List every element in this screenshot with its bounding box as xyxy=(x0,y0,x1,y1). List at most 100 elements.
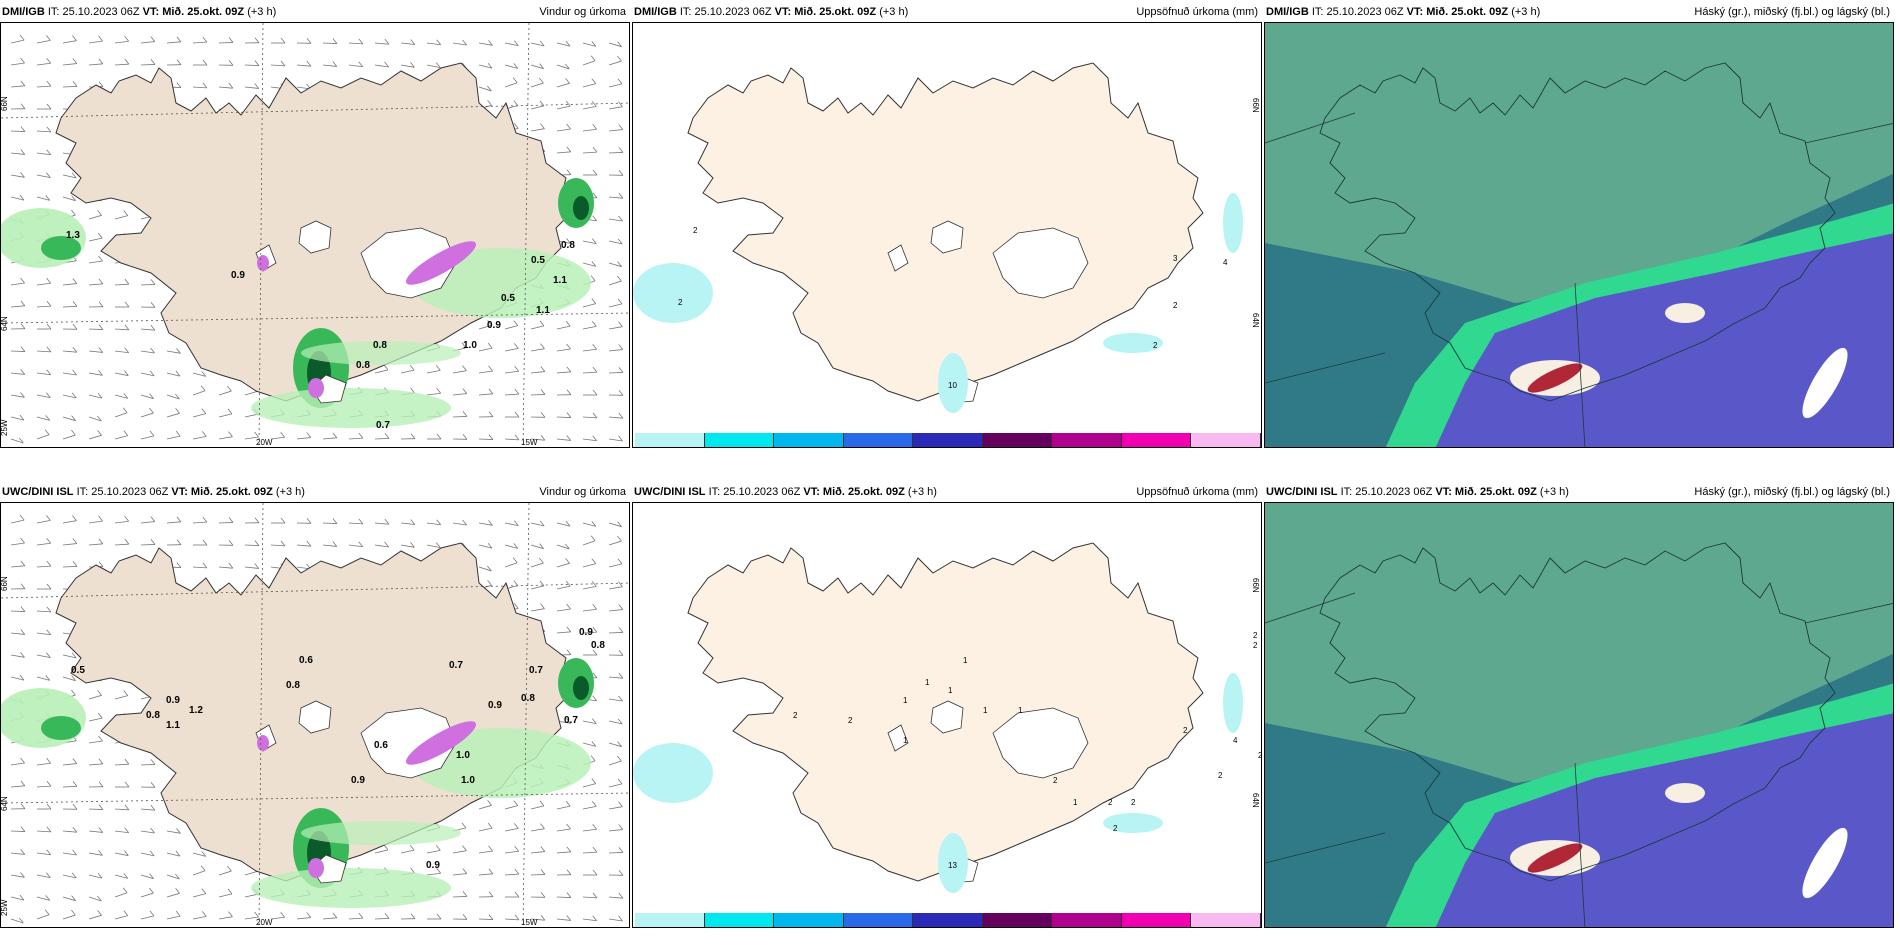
precip-value-label: 1 xyxy=(1018,706,1023,715)
precip-value-label: 1 xyxy=(948,686,953,695)
product-title: Vindur og úrkoma xyxy=(539,486,626,498)
panel-header: UWC/DINI ISL IT: 25.10.2023 06Z VT: Mið.… xyxy=(632,480,1262,502)
lat-tick-label: 66N xyxy=(1251,578,1260,593)
colorbar-swatch xyxy=(913,913,983,927)
model-name: UWC/DINI ISL xyxy=(634,486,706,498)
precip-value-label: 0.8 xyxy=(373,340,387,351)
precip-value-label: 0.6 xyxy=(374,740,388,751)
colorbar-swatch xyxy=(1052,913,1122,927)
lon-tick-label: 20W xyxy=(256,438,273,447)
valid-time-label: VT: xyxy=(171,486,188,498)
precip-colorbar: 110255075100150200400 xyxy=(635,913,1261,927)
precip-value-label: 1.0 xyxy=(463,340,477,351)
colorbar-swatch xyxy=(843,433,914,447)
precip-value-label: 0.7 xyxy=(449,660,463,671)
run-info: DMI/IGB IT: 25.10.2023 06Z VT: Mið. 25.o… xyxy=(634,6,908,18)
colorbar-swatch xyxy=(774,913,844,927)
lead-time: (+3 h) xyxy=(1511,6,1541,18)
precip-value-label: 1 xyxy=(925,678,930,687)
precip-value-label: 2 xyxy=(1258,751,1262,760)
lat-tick-label: 64N xyxy=(1,316,9,331)
lat-tick-label: 66N xyxy=(1,96,9,111)
colorbar-swatch xyxy=(1121,433,1192,447)
map-canvas: 221111122112422212221366N64N110255075100… xyxy=(632,502,1262,928)
precip-value-label: 0.8 xyxy=(591,640,605,651)
map-svg xyxy=(1265,503,1893,927)
lon-tick-label: 15W xyxy=(521,918,538,927)
run-info: DMI/IGB IT: 25.10.2023 06Z VT: Mið. 25.o… xyxy=(2,6,276,18)
colorbar-swatch xyxy=(1191,913,1261,927)
precip-value-label: 1.1 xyxy=(166,720,180,731)
colorbar-swatch xyxy=(704,433,775,447)
product-title: Uppsöfnuð úrkoma (mm) xyxy=(1136,6,1258,18)
precip-value-label: 0.5 xyxy=(71,665,85,676)
map-canvas xyxy=(1264,22,1894,448)
precip-value-label: 2 xyxy=(1108,798,1113,807)
map-svg: 0.5 0.9 0.8 1.1 1.2 0.6 0.8 0.7 0.9 1.0 1.0 0.6 0.9 0… xyxy=(1,503,629,927)
lead-time: (+3 h) xyxy=(1539,486,1569,498)
init-time: IT: 25.10.2023 06Z xyxy=(76,486,169,498)
precip-value-label: 1.0 xyxy=(456,750,470,761)
precip-value-label: 2 xyxy=(1173,301,1178,310)
model-name: DMI/IGB xyxy=(2,6,45,18)
colorbar-swatch xyxy=(843,913,914,927)
precip-value-label: 0.9 xyxy=(231,270,245,281)
precip-value-label: 1 xyxy=(1073,798,1078,807)
colorbar-swatch xyxy=(913,433,983,447)
lon-tick-label: 20W xyxy=(256,918,273,927)
panel-header: DMI/IGB IT: 25.10.2023 06Z VT: Mið. 25.o… xyxy=(1264,0,1894,22)
precip-value-label: 3 xyxy=(1173,254,1178,263)
init-time: IT: 25.10.2023 06Z xyxy=(1340,486,1433,498)
precip-value-label: 1.3 xyxy=(66,230,80,241)
model-name: UWC/DINI ISL xyxy=(1266,486,1338,498)
precip-value-label: 0.8 xyxy=(561,240,575,251)
precip-value-label: 2 xyxy=(1053,776,1058,785)
precip-value-label: 0.5 xyxy=(531,255,545,266)
precip-value-label: 0.8 xyxy=(356,360,370,371)
valid-time: Mið. 25.okt. 09Z xyxy=(1454,486,1537,498)
precip-value-label: 2 xyxy=(1131,798,1136,807)
precip-value-label: 0.9 xyxy=(426,860,440,871)
init-time: IT: 25.10.2023 06Z xyxy=(1311,6,1404,18)
precip-value-label: 2 xyxy=(1253,641,1258,650)
lat-tick-label: 66N xyxy=(1251,98,1260,113)
precip-value-label: 0.8 xyxy=(521,693,535,704)
colorbar-swatch xyxy=(774,433,844,447)
map-svg: 0.50.81.10.51.10.91.00.80.80.71.30.966N6… xyxy=(1,23,629,447)
precip-value-label: 0.7 xyxy=(529,665,543,676)
precip-value-label: 0.6 xyxy=(299,655,313,666)
map-svg: 2 2 4 3 2 2 10 66N 64N xyxy=(633,23,1261,447)
precip-value-label: 4 xyxy=(1233,736,1238,745)
precip-value-label: 4 xyxy=(1223,258,1228,267)
precip-value-label: 2 xyxy=(678,298,683,307)
precip-value-label: 0.8 xyxy=(146,710,160,721)
lon-tick-label: 25W xyxy=(1,419,9,436)
valid-time-label: VT: xyxy=(1406,6,1424,18)
panel-header: DMI/IGB IT: 25.10.2023 06Z VT: Mið. 25.o… xyxy=(0,0,630,22)
valid-time-label: VT: xyxy=(1435,486,1452,498)
map-canvas: 0.5 0.9 0.8 1.1 1.2 0.6 0.8 0.7 0.9 1.0 1.0 0.6 0.9 0… xyxy=(0,502,630,928)
lead-time: (+3 h) xyxy=(879,6,909,18)
map-panel-p5: UWC/DINI ISL IT: 25.10.2023 06Z VT: Mið.… xyxy=(632,480,1262,928)
panel-header: UWC/DINI ISL IT: 25.10.2023 06Z VT: Mið.… xyxy=(0,480,630,502)
valid-time-label: VT: xyxy=(142,6,160,18)
map-canvas xyxy=(1264,502,1894,928)
valid-time: Mið. 25.okt. 09Z xyxy=(822,486,905,498)
map-panel-p3: DMI/IGB IT: 25.10.2023 06Z VT: Mið. 25.o… xyxy=(1264,0,1894,448)
precip-value-label: 10 xyxy=(948,381,957,390)
colorbar-swatch xyxy=(982,913,1053,927)
precip-value-label: 0.9 xyxy=(351,775,365,786)
colorbar-swatch xyxy=(1121,913,1192,927)
colorbar-swatch xyxy=(635,433,705,447)
lon-tick-label: 25W xyxy=(1,899,9,916)
precip-value-label: 2 xyxy=(1113,824,1118,833)
colorbar-swatch xyxy=(1052,433,1122,447)
map-panel-p1: DMI/IGB IT: 25.10.2023 06Z VT: Mið. 25.o… xyxy=(0,0,630,448)
precip-value-label: 2 xyxy=(1153,341,1158,350)
precip-value-label: 0.9 xyxy=(166,695,180,706)
panel-header: UWC/DINI ISL IT: 25.10.2023 06Z VT: Mið.… xyxy=(1264,480,1894,502)
precip-value-label: 0.5 xyxy=(501,293,515,304)
run-info: UWC/DINI ISL IT: 25.10.2023 06Z VT: Mið.… xyxy=(634,486,937,498)
valid-time-label: VT: xyxy=(774,6,792,18)
